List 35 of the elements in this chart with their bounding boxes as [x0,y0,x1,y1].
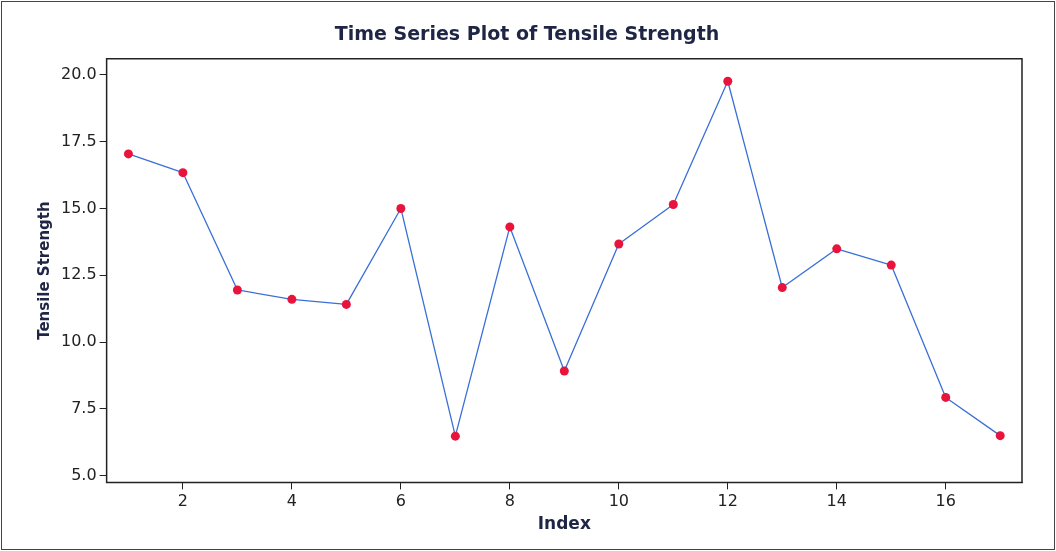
x-tick-label: 8 [504,491,515,511]
x-tick-label: 14 [826,491,847,511]
x-tick-label: 4 [286,491,297,511]
point [341,299,351,309]
x-tick-label: 10 [608,491,629,511]
point [886,260,896,270]
point [777,283,787,293]
point [559,366,569,376]
y-tick-label: 12.5 [61,264,97,284]
point [668,199,678,209]
x-tick-label: 12 [717,491,738,511]
point [995,431,1005,441]
x-tick-label: 6 [395,491,406,511]
point [450,431,460,441]
point [123,149,133,159]
y-tick-label: 17.5 [61,130,97,150]
point [178,168,188,178]
y-axis-title: Tensile Strength [34,201,53,340]
y-tick-label: 20.0 [61,63,97,83]
point [287,294,297,304]
point [232,285,242,295]
x-axis-title: Index [537,513,591,534]
point [505,222,515,232]
y-tick-label: 7.5 [71,398,97,418]
x-tick-label: 16 [935,491,956,511]
chart-title: Time Series Plot of Tensile Strength [334,22,720,45]
y-tick-label: 5.0 [71,464,97,484]
point [723,76,733,86]
x-tick-label: 2 [177,491,188,511]
y-tick-label: 10.0 [61,331,97,351]
point [614,239,624,249]
point [832,244,842,254]
y-tick-label: 15.0 [61,197,97,217]
point [941,392,951,402]
point [396,203,406,213]
